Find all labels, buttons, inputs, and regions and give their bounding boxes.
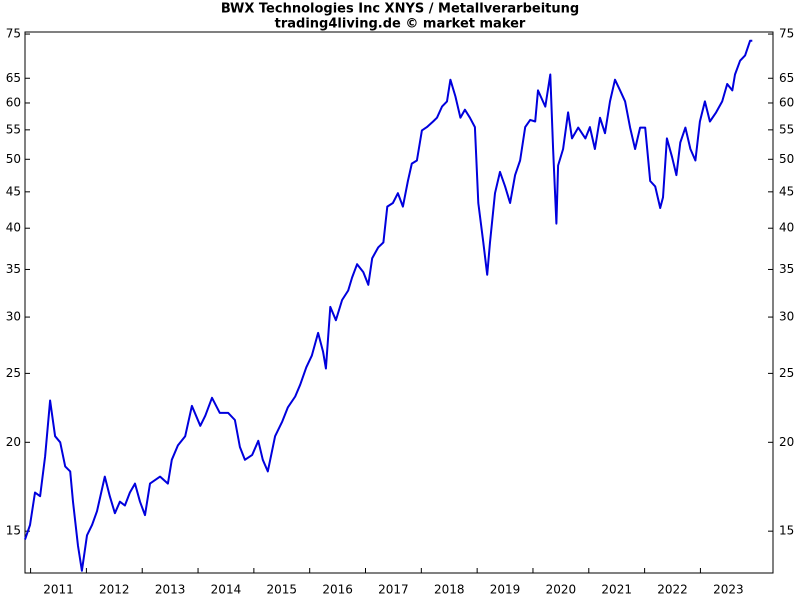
y-tick-label-right: 40: [779, 221, 794, 235]
y-tick-label: 60: [6, 95, 21, 109]
chart-subtitle: trading4living.de © market maker: [275, 17, 526, 32]
x-tick-label: 2020: [546, 583, 577, 597]
y-tick-label-right: 50: [779, 152, 794, 166]
y-tick-label: 45: [6, 184, 21, 198]
x-tick-label: 2023: [713, 583, 744, 597]
y-tick-label-right: 45: [779, 184, 794, 198]
x-tick-label: 2016: [322, 583, 353, 597]
plot-frame: [24, 31, 774, 574]
x-tick-label: 2018: [434, 583, 465, 597]
price-line: [24, 39, 753, 572]
y-tick-label-right: 35: [779, 262, 794, 276]
x-tick-label: 2017: [378, 583, 409, 597]
y-tick-label: 15: [6, 524, 21, 538]
y-tick-label: 35: [6, 262, 21, 276]
y-tick-label-right: 65: [779, 71, 794, 85]
x-tick-label: 2011: [43, 583, 74, 597]
y-tick-label-right: 15: [779, 524, 794, 538]
y-tick-label-right: 75: [779, 27, 794, 41]
y-tick-label: 75: [6, 27, 21, 41]
y-tick-label-right: 20: [779, 435, 794, 449]
y-tick-label: 30: [6, 310, 21, 324]
y-tick-label: 25: [6, 366, 21, 380]
x-tick-label: 2014: [211, 583, 242, 597]
x-tick-label: 2015: [267, 583, 298, 597]
x-tick-label: 2012: [99, 583, 130, 597]
y-tick-label: 50: [6, 152, 21, 166]
x-tick-label: 2019: [490, 583, 521, 597]
chart-title: BWX Technologies Inc XNYS / Metallverarb…: [221, 2, 579, 17]
y-tick-label-right: 60: [779, 95, 794, 109]
y-tick-label-right: 25: [779, 366, 794, 380]
y-tick-label-right: 30: [779, 310, 794, 324]
y-tick-label-right: 55: [779, 122, 794, 136]
y-tick-label: 55: [6, 122, 21, 136]
y-tick-label: 20: [6, 435, 21, 449]
y-tick-label: 40: [6, 221, 21, 235]
x-tick-label: 2022: [657, 583, 688, 597]
x-tick-label: 2013: [155, 583, 186, 597]
x-tick-label: 2021: [601, 583, 632, 597]
y-tick-label: 65: [6, 71, 21, 85]
